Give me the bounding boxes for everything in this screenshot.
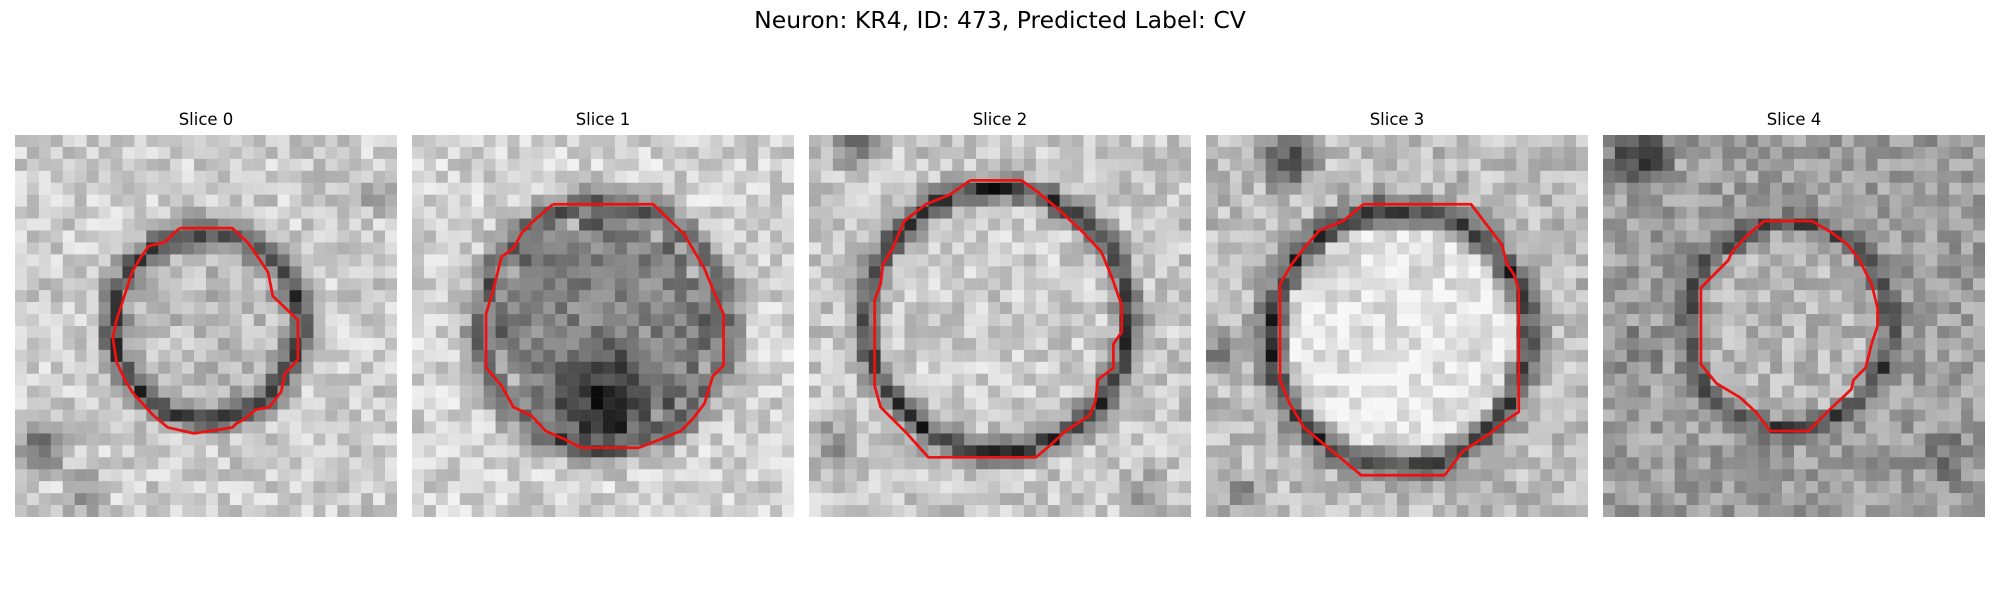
slice-pixels-3	[1206, 135, 1588, 517]
slice-pixels-0	[15, 135, 397, 517]
contour-3	[1278, 202, 1521, 477]
slice-image-0	[15, 135, 397, 517]
slice-panel-4: Slice 4	[1603, 107, 1985, 517]
contour-4	[1699, 219, 1879, 433]
slice-pixels-4	[1603, 135, 1985, 517]
slice-panel-0: Slice 0	[15, 107, 397, 517]
slice-image-3	[1206, 135, 1588, 517]
slice-title-0: Slice 0	[178, 110, 234, 129]
slice-panel-1: Slice 1	[412, 107, 794, 517]
contour-1	[484, 202, 725, 450]
slice-title-3: Slice 3	[1369, 110, 1425, 129]
slice-image-1	[412, 135, 794, 517]
slice-pixels-2	[809, 135, 1191, 517]
figure-title: Neuron: KR4, ID: 473, Predicted Label: C…	[754, 6, 1246, 34]
contour-2	[873, 178, 1124, 459]
slice-image-2	[809, 135, 1191, 517]
contour-0	[111, 226, 300, 435]
slice-image-4	[1603, 135, 1985, 517]
slice-title-1: Slice 1	[575, 110, 631, 129]
slice-panel-2: Slice 2	[809, 107, 1191, 517]
slice-pixels-1	[412, 135, 794, 517]
slice-panel-3: Slice 3	[1206, 107, 1588, 517]
slice-title-2: Slice 2	[972, 110, 1028, 129]
slice-title-4: Slice 4	[1766, 110, 1822, 129]
